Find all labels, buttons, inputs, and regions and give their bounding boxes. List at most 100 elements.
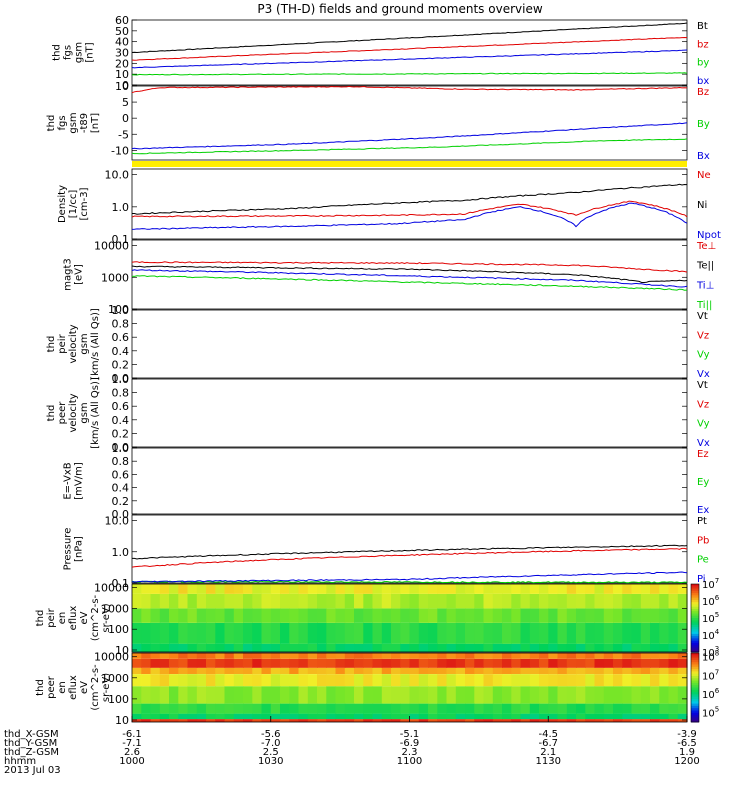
heatmap-cell bbox=[307, 584, 318, 594]
axis-row-value: -6.9 bbox=[400, 738, 420, 749]
heatmap-cell bbox=[298, 623, 309, 644]
heatmap-cell bbox=[511, 686, 522, 704]
y-tick-label: 1.0 bbox=[112, 373, 130, 386]
heatmap-cell bbox=[622, 674, 633, 687]
heatmap-cell bbox=[196, 686, 207, 704]
heatmap-cell bbox=[640, 674, 651, 687]
heatmap-cell bbox=[548, 643, 559, 652]
heatmap-cell bbox=[650, 703, 660, 714]
heatmap-cell bbox=[474, 719, 485, 722]
heatmap-cell bbox=[659, 623, 670, 644]
colorbar-step bbox=[691, 640, 699, 644]
axis-row-value: -6.7 bbox=[538, 738, 558, 749]
heatmap-cell bbox=[585, 686, 596, 704]
heatmap-cell bbox=[178, 593, 189, 609]
heatmap-cell bbox=[428, 686, 438, 704]
heatmap-cell bbox=[224, 608, 235, 623]
heatmap-cell bbox=[668, 653, 679, 659]
heatmap-cell bbox=[594, 623, 605, 644]
heatmap-cell bbox=[233, 674, 244, 687]
heatmap-cell bbox=[428, 608, 438, 623]
axis-row-value: 1030 bbox=[258, 756, 283, 767]
heatmap-cell bbox=[603, 703, 614, 714]
heatmap-cell bbox=[677, 623, 688, 644]
colorbar-step bbox=[691, 590, 699, 594]
heatmap-cell bbox=[150, 584, 161, 594]
heatmap-cell bbox=[298, 713, 309, 720]
heatmap-cell bbox=[640, 643, 651, 652]
heatmap-cell bbox=[132, 674, 142, 687]
heatmap-cell bbox=[344, 653, 355, 659]
heatmap-cell bbox=[400, 686, 411, 704]
heatmap-cell bbox=[132, 608, 142, 623]
heatmap-cell bbox=[270, 653, 281, 659]
heatmap-cell bbox=[502, 653, 512, 659]
heatmap-cell bbox=[150, 608, 161, 623]
colorbar-step bbox=[691, 611, 699, 614]
heatmap-cell bbox=[169, 653, 179, 659]
heatmap-cell bbox=[529, 667, 540, 674]
heatmap-cell bbox=[298, 674, 309, 687]
legend-Vy: Vy bbox=[697, 350, 710, 361]
heatmap-cell bbox=[150, 713, 161, 720]
heatmap-cell bbox=[539, 674, 549, 687]
colorbar-step bbox=[691, 588, 699, 592]
heatmap-cell bbox=[169, 667, 179, 674]
heatmap-cell bbox=[280, 674, 290, 687]
y-tick-label: 0.8 bbox=[112, 455, 130, 468]
heatmap-cell bbox=[492, 667, 503, 674]
heatmap-cell bbox=[381, 667, 392, 674]
y-axis-label: thd bbox=[46, 115, 57, 132]
y-tick-label: 0.6 bbox=[112, 400, 130, 413]
colorbar-step bbox=[691, 597, 699, 601]
heatmap-cell bbox=[576, 653, 586, 659]
heatmap-cell bbox=[335, 703, 346, 714]
heatmap-cell bbox=[381, 713, 392, 720]
heatmap-cell bbox=[169, 713, 179, 720]
heatmap-cell bbox=[409, 713, 420, 720]
heatmap-cell bbox=[622, 713, 633, 720]
colorbar-frame bbox=[690, 652, 700, 723]
heatmap-cell bbox=[215, 686, 226, 704]
heatmap-cell bbox=[215, 719, 226, 722]
heatmap-cell bbox=[400, 674, 411, 687]
heatmap-cells bbox=[132, 584, 688, 652]
colorbar-step bbox=[691, 636, 699, 639]
heatmap-cell bbox=[252, 674, 263, 687]
heatmap-cell bbox=[400, 658, 411, 668]
heatmap-cell bbox=[261, 608, 272, 623]
heatmap-cell bbox=[372, 643, 383, 652]
heatmap-cell bbox=[557, 674, 568, 687]
heatmap-cell bbox=[233, 667, 244, 674]
heatmap-cell bbox=[548, 584, 559, 594]
heatmap-cell bbox=[132, 713, 142, 720]
heatmap-cell bbox=[446, 658, 457, 668]
heatmap-cell bbox=[566, 593, 577, 609]
heatmap-cell bbox=[428, 653, 438, 659]
series-line-Ni bbox=[132, 183, 688, 215]
heatmap-cell bbox=[566, 653, 577, 659]
heatmap-cell bbox=[631, 658, 642, 668]
heatmap-cell bbox=[613, 713, 623, 720]
heatmap-cell bbox=[159, 667, 170, 674]
heatmap-cell bbox=[252, 667, 263, 674]
heatmap-cell bbox=[520, 623, 531, 644]
y-axis-label: sr-eV) bbox=[101, 603, 112, 632]
heatmap-cell bbox=[622, 584, 633, 594]
heatmap-cell bbox=[465, 623, 475, 644]
y-tick-label: 10000 bbox=[94, 240, 129, 253]
colorbar-step bbox=[691, 649, 699, 653]
heatmap-cell bbox=[169, 608, 179, 623]
y-tick-label: 10.0 bbox=[105, 515, 130, 528]
heatmap-cell bbox=[317, 713, 327, 720]
heatmap-cell bbox=[455, 653, 466, 659]
heatmap-cell bbox=[159, 608, 170, 623]
y-tick-label: 0.1 bbox=[112, 233, 130, 246]
colorbar-step bbox=[691, 696, 699, 700]
heatmap-cell bbox=[298, 608, 309, 623]
y-tick-label: 0 bbox=[122, 112, 129, 125]
plot-title: P3 (TH-D) fields and ground moments over… bbox=[257, 2, 542, 16]
heatmap-cell bbox=[613, 643, 623, 652]
series-line-Te⊥ bbox=[131, 261, 688, 273]
